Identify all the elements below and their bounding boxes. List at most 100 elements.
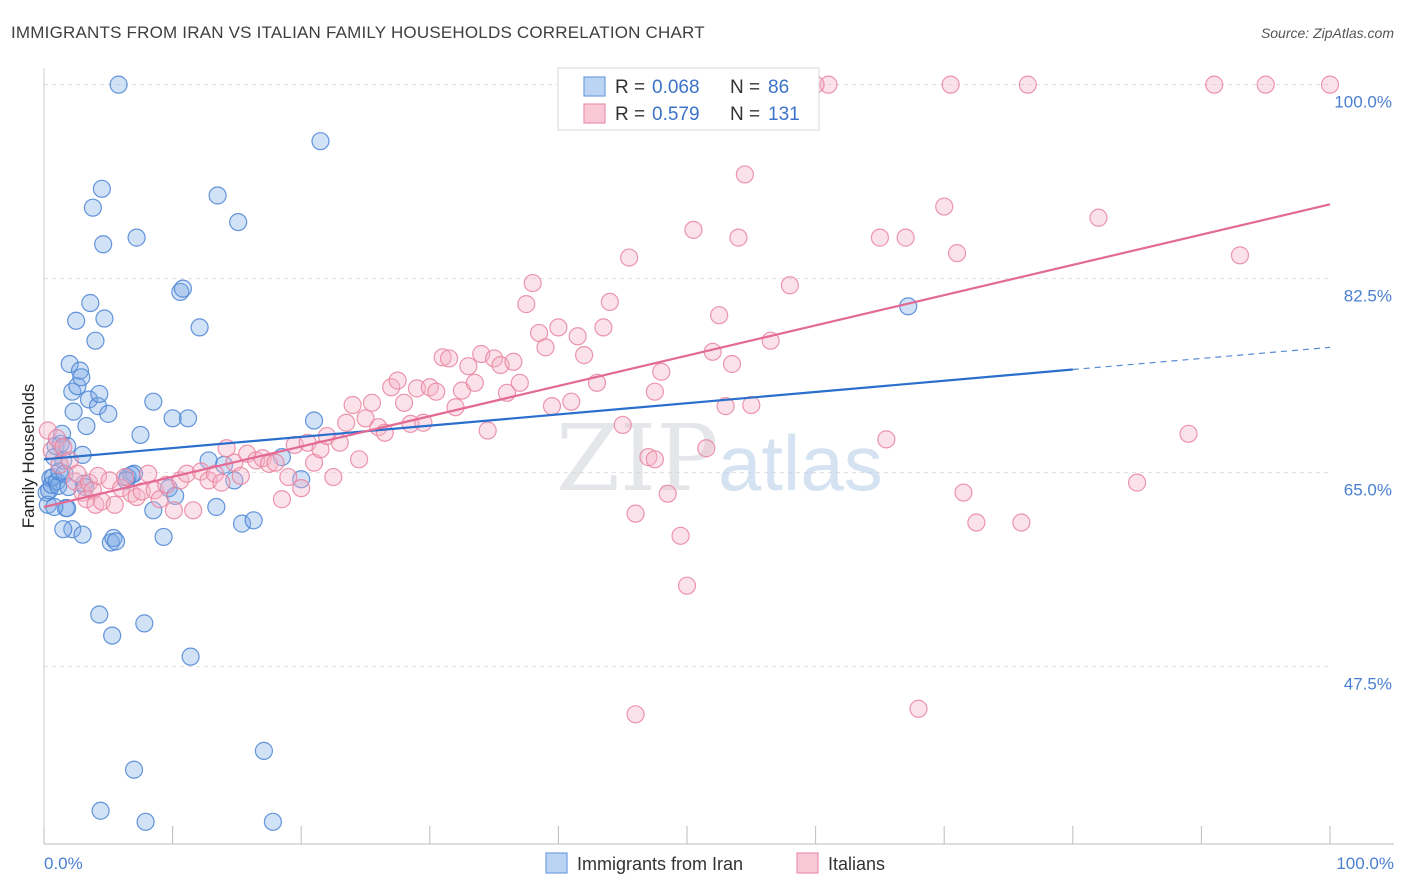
- italians-point-120: [954, 483, 973, 502]
- bottom-legend-swatch-iran: [545, 852, 568, 874]
- bottom-legend-label-iran: Immigrants from Iran: [577, 854, 743, 874]
- italians-point-133: [909, 699, 928, 718]
- iran-point-58: [163, 409, 182, 428]
- chart-source: Source: ZipAtlas.com: [1261, 25, 1394, 41]
- iran-point-61: [173, 279, 192, 298]
- iran-point-47: [90, 605, 109, 624]
- italians-point-75: [485, 349, 504, 368]
- x-tick-label-max: 100.0%: [1336, 854, 1394, 873]
- italians-point-69: [446, 398, 465, 417]
- italians-point-128: [1230, 246, 1250, 265]
- iran-point-38: [99, 404, 118, 423]
- italians-point-68: [439, 349, 459, 368]
- italians-point-3: [50, 455, 69, 474]
- italians-point-95: [652, 362, 671, 381]
- italians-point-32: [205, 464, 225, 483]
- italians-point-56: [362, 393, 382, 412]
- italians-point-40: [259, 454, 279, 473]
- italians-point-71: [459, 357, 478, 376]
- iran-point-18: [60, 354, 79, 374]
- italians-point-122: [1012, 513, 1031, 532]
- italians-point-97: [626, 504, 645, 523]
- italians-point-116: [896, 228, 915, 247]
- italians-point-129: [1256, 75, 1275, 94]
- legend-r-value-iran: 0.068: [652, 77, 700, 98]
- italians-point-102: [684, 220, 703, 239]
- iran-point-60: [171, 282, 190, 302]
- iran-point-30: [81, 293, 100, 313]
- iran-point-22: [68, 377, 87, 396]
- italians-point-78: [504, 352, 523, 371]
- trend-line-iran: [43, 368, 1073, 461]
- iran-point-56: [154, 527, 173, 547]
- iran-point-78: [311, 132, 330, 151]
- bottom-legend: Immigrants from Iran Italians: [545, 852, 885, 874]
- chart-title: IMMIGRANTS FROM IRAN VS ITALIAN FAMILY H…: [11, 23, 705, 42]
- iran-point-48: [103, 626, 122, 645]
- y-tick-label-3: 100.0%: [1334, 93, 1392, 112]
- y-tick-labels: 47.5% 65.0% 82.5% 100.0%: [1334, 93, 1392, 694]
- iran-point-55: [144, 501, 163, 520]
- watermark: ZIP atlas: [556, 405, 883, 512]
- iran-point-53: [136, 812, 155, 831]
- y-tick-label-1: 65.0%: [1344, 481, 1392, 500]
- italians-point-132: [626, 705, 645, 724]
- italians-point-106: [716, 397, 735, 416]
- italians-point-108: [729, 228, 748, 247]
- trend-line-iran-extension: [1072, 346, 1331, 371]
- iran-point-49: [91, 801, 110, 820]
- italians-point-72: [465, 373, 484, 392]
- iran-point-32: [86, 331, 105, 350]
- italians-point-90: [594, 318, 613, 337]
- series-italians-points: [38, 75, 1340, 724]
- iran-point-84: [899, 297, 918, 316]
- italians-point-18: [115, 467, 135, 487]
- iran-point-41: [106, 532, 126, 551]
- italians-point-117: [935, 197, 954, 216]
- italians-point-130: [1320, 75, 1340, 94]
- trend-line-italians: [43, 203, 1331, 509]
- italians-point-2: [47, 429, 66, 448]
- italians-point-126: [1179, 424, 1198, 443]
- italians-point-53: [343, 395, 362, 415]
- y-tick-label-0: 47.5%: [1344, 675, 1392, 694]
- italians-point-86: [562, 392, 581, 411]
- italians-point-26: [164, 501, 183, 520]
- legend-swatch-italians: [583, 103, 606, 124]
- legend-n-value-iran: 86: [768, 77, 789, 98]
- italians-point-105: [710, 306, 729, 325]
- iran-point-35: [92, 179, 111, 198]
- iran-point-36: [94, 235, 113, 254]
- iran-point-70: [229, 212, 248, 232]
- italians-point-84: [542, 397, 562, 416]
- italians-point-13: [88, 466, 108, 486]
- iran-point-46: [73, 525, 92, 544]
- italians-point-99: [645, 450, 664, 469]
- iran-point-45: [54, 520, 73, 539]
- italians-point-87: [568, 327, 587, 346]
- trend-lines: [43, 203, 1331, 509]
- italians-point-88: [575, 346, 594, 365]
- italians-point-109: [735, 165, 754, 184]
- iran-point-24: [72, 368, 91, 387]
- iran-point-23: [70, 361, 90, 380]
- italians-point-92: [613, 415, 632, 435]
- bottom-legend-swatch-italians: [796, 852, 819, 874]
- italians-point-124: [1089, 208, 1108, 227]
- italians-point-74: [478, 421, 497, 440]
- bottom-legend-label-italians: Italians: [828, 854, 885, 874]
- italians-point-93: [620, 248, 639, 267]
- legend-n-label-iran: N =: [730, 77, 760, 98]
- italians-point-29: [184, 501, 203, 520]
- iran-point-62: [178, 409, 198, 428]
- italians-point-20: [127, 487, 146, 507]
- italians-point-91: [600, 292, 619, 312]
- italians-point-80: [517, 295, 536, 314]
- iran-point-44: [58, 499, 77, 518]
- iran-point-64: [190, 318, 209, 337]
- italians-point-43: [279, 467, 298, 487]
- italians-point-114: [877, 430, 896, 449]
- iran-point-67: [208, 186, 227, 205]
- legend-n-label-italians: N =: [730, 104, 760, 125]
